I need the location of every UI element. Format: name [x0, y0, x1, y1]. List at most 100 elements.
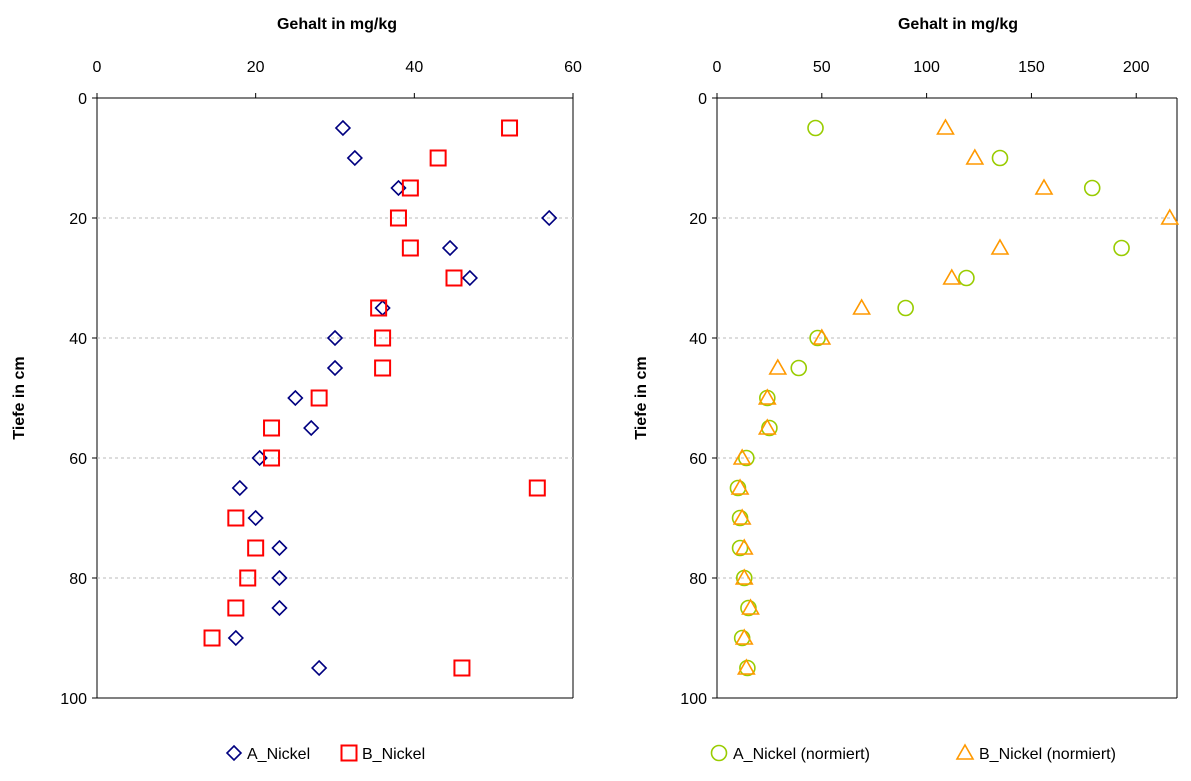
left-y-tick-label-3: 60 [69, 451, 87, 468]
right-y-tick-label-3: 60 [689, 451, 707, 468]
right-series-1-point-16 [741, 598, 760, 615]
right-x-tick-label-0: 0 [713, 59, 722, 76]
left-series-0-point-15 [271, 569, 288, 587]
left-series-0-point-9 [287, 389, 304, 407]
right-y-axis-title: Tiefe in cm [633, 356, 650, 439]
right-series-1-point-3 [1160, 208, 1180, 225]
left-series-0-point-16 [271, 599, 288, 617]
right-gridlines [717, 217, 1177, 579]
right-x-tick-label-1: 50 [813, 59, 831, 76]
right-series-0-point-11 [738, 449, 755, 467]
right-series-0-point-2 [1083, 179, 1101, 197]
left-series-1-point-15 [239, 569, 257, 587]
left-series-1-point-4 [401, 239, 419, 257]
left-series-0-point-13 [247, 509, 264, 527]
left-series-1-point-0 [501, 119, 519, 137]
left-series-1-point-14 [247, 539, 265, 557]
right-series-1-point-4 [990, 238, 1010, 255]
left-series-0-point-3 [541, 209, 558, 227]
left-series-0-point-12 [231, 479, 248, 497]
right-series-0-point-4 [1113, 239, 1130, 257]
left-y-tick-label-4: 80 [69, 571, 87, 588]
right-series-1-point-6 [852, 298, 872, 315]
right-y-tick-label-5: 100 [680, 691, 707, 708]
left-series-0-point-8 [326, 359, 344, 377]
right-legend-marker-1 [955, 743, 975, 760]
right-axis-ticks: 050100150200250020406080100 [680, 59, 1178, 708]
right-series-1-point-7 [812, 328, 832, 345]
right-series-1-point-12 [730, 478, 750, 495]
left-chart: Gehalt in mg/kg Tiefe in cm 0 20 40 60 0 20 40… [11, 16, 582, 763]
right-series-0-point-7 [809, 329, 826, 347]
left-series-1-point-3 [389, 209, 407, 227]
left-y-tick-label-2: 40 [69, 331, 87, 348]
left-series-1-point-10 [263, 419, 281, 437]
left-legend-marker-1 [340, 744, 358, 762]
left-series-1-point-11 [263, 449, 281, 467]
left-series-1-point-12 [528, 479, 546, 497]
left-series-1-point-8 [374, 359, 392, 377]
left-series-1-point-13 [227, 509, 245, 527]
right-series-1-point-14 [734, 538, 754, 555]
left-y-tick-label-5: 100 [60, 691, 87, 708]
right-series-0-point-0 [807, 119, 824, 137]
left-series-0-point-10 [303, 419, 320, 437]
left-y-tick-label-0: 0 [78, 91, 87, 108]
left-gridlines [97, 217, 573, 579]
left-series-1-point-9 [310, 389, 328, 407]
left-series-0-point-17 [227, 629, 244, 647]
left-x-tick-label-0: 0 [93, 59, 102, 76]
left-series-1-point-16 [227, 599, 245, 617]
right-series-1-point-13 [732, 508, 752, 525]
right-series-1-point-15 [734, 568, 754, 585]
right-series-1-point-10 [757, 418, 777, 435]
right-y-tick-label-1: 20 [689, 211, 707, 228]
left-series-1-point-1 [429, 149, 447, 167]
left-series-1-point-17 [203, 629, 221, 647]
left-y-tick-label-1: 20 [69, 211, 87, 228]
right-series-1-point-9 [757, 388, 777, 405]
left-series-0-point-0 [334, 119, 352, 137]
right-series-1-point-18 [736, 658, 756, 675]
left-series-0-point-6 [374, 299, 391, 317]
left-axis-ticks: 0 20 40 60 0 20 40 60 80 100 [60, 59, 582, 708]
right-x-tick-label-3: 150 [1018, 59, 1045, 76]
left-series-0-point-4 [441, 239, 459, 257]
right-series-0-point-5 [958, 269, 975, 287]
right-y-tick-label-0: 0 [698, 91, 707, 108]
left-legend: A_Nickel B_Nickel [225, 744, 425, 763]
right-series-1-point-0 [936, 118, 955, 135]
left-series-1-point-7 [374, 329, 392, 347]
right-series-1-point-2 [1034, 178, 1054, 195]
left-x-tick-label-2: 40 [405, 59, 423, 76]
left-data-points [203, 119, 558, 677]
left-legend-label-1: B_Nickel [362, 746, 425, 763]
right-x-tick-label-2: 100 [913, 59, 940, 76]
left-series-1-point-18 [453, 659, 471, 677]
left-x-axis-title: Gehalt in mg/kg [277, 16, 397, 33]
right-data-points [729, 118, 1180, 677]
left-series-1-point-5 [445, 269, 463, 287]
right-chart: Gehalt in mg/kg Tiefe in cm 0 50 100 150 200… [633, 16, 1180, 763]
left-y-axis-title: Tiefe in cm [11, 356, 28, 439]
right-y-tick-label-2: 40 [689, 331, 707, 348]
right-series-0-point-8 [790, 359, 808, 377]
right-legend-marker-0 [710, 744, 728, 762]
left-series-0-point-1 [346, 149, 363, 167]
right-series-0-point-14 [731, 539, 749, 557]
left-series-0-point-5 [461, 269, 478, 287]
right-series-1-point-8 [768, 358, 788, 375]
left-series-0-point-14 [271, 539, 288, 557]
right-x-tick-label-4: 200 [1123, 59, 1150, 76]
left-legend-label-0: A_Nickel [247, 746, 310, 763]
left-series-1-point-6 [370, 299, 388, 317]
left-x-tick-label-3: 60 [564, 59, 582, 76]
right-series-1-point-11 [732, 448, 752, 465]
right-series-1-point-1 [965, 148, 985, 165]
left-series-0-point-18 [311, 659, 328, 677]
right-series-1-point-5 [942, 268, 962, 285]
left-series-1-point-2 [401, 179, 419, 197]
right-series-0-point-6 [897, 299, 914, 317]
